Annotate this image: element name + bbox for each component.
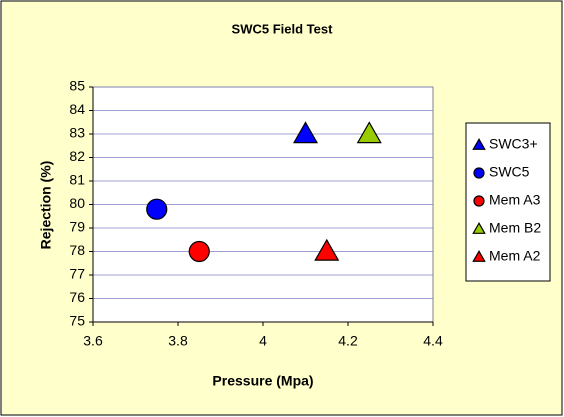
scatter-point xyxy=(146,198,168,220)
legend-label: Mem B2 xyxy=(489,220,541,236)
scatter-point xyxy=(292,121,319,144)
x-tick-label: 4 xyxy=(259,333,267,349)
chart-title: SWC5 Field Test xyxy=(232,21,334,36)
legend-marker xyxy=(472,250,486,262)
legend-label: SWC3+ xyxy=(489,136,538,152)
legend-marker xyxy=(472,138,486,150)
x-tick-label: 4.4 xyxy=(423,333,443,349)
y-tick-label: 81 xyxy=(69,172,85,188)
legend-marker xyxy=(473,195,485,207)
legend-marker xyxy=(473,167,485,179)
scatter-point xyxy=(188,240,210,263)
scatter-point xyxy=(314,238,340,261)
y-tick-label: 75 xyxy=(69,313,85,329)
scatter-point xyxy=(356,121,382,144)
legend-label: Mem A3 xyxy=(489,192,541,208)
y-tick-label: 82 xyxy=(69,148,85,164)
legend-label: SWC5 xyxy=(489,164,530,180)
y-tick-label: 85 xyxy=(69,78,85,94)
y-tick-label: 84 xyxy=(69,101,85,117)
x-axis-label: Pressure (Mpa) xyxy=(212,373,313,389)
y-tick-label: 77 xyxy=(69,266,85,282)
x-tick-label: 3.6 xyxy=(83,333,103,349)
x-tick-label: 4.2 xyxy=(338,333,358,349)
legend-label: Mem A2 xyxy=(489,248,541,264)
y-tick-label: 78 xyxy=(69,242,85,258)
x-tick-label: 3.8 xyxy=(168,333,188,349)
y-axis-label: Rejection (%) xyxy=(38,161,54,250)
legend-marker xyxy=(472,222,486,234)
y-tick-label: 79 xyxy=(69,219,85,235)
y-tick-label: 76 xyxy=(69,289,85,305)
y-tick-label: 80 xyxy=(69,195,85,211)
y-tick-label: 83 xyxy=(69,125,85,141)
